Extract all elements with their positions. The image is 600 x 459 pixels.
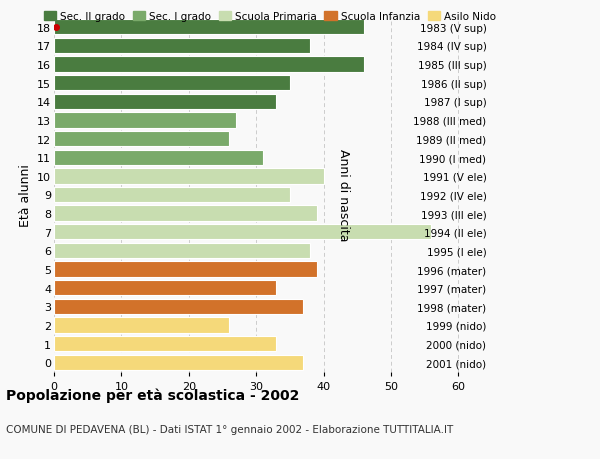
Bar bbox=[54, 262, 317, 277]
Y-axis label: Età alunni: Età alunni bbox=[19, 164, 32, 226]
Bar bbox=[54, 318, 229, 333]
Bar bbox=[54, 20, 364, 35]
Bar bbox=[54, 336, 277, 352]
Bar bbox=[54, 355, 304, 370]
Y-axis label: Anni di nascita: Anni di nascita bbox=[337, 149, 350, 241]
Bar bbox=[54, 280, 277, 296]
Bar bbox=[54, 169, 323, 184]
Bar bbox=[54, 76, 290, 91]
Bar bbox=[54, 224, 431, 240]
Bar bbox=[54, 95, 277, 110]
Bar bbox=[54, 39, 310, 54]
Legend: Sec. II grado, Sec. I grado, Scuola Primaria, Scuola Infanzia, Asilo Nido: Sec. II grado, Sec. I grado, Scuola Prim… bbox=[40, 7, 500, 26]
Bar bbox=[54, 299, 304, 314]
Bar bbox=[54, 57, 364, 73]
Bar bbox=[54, 113, 236, 129]
Bar bbox=[54, 206, 317, 221]
Bar bbox=[54, 187, 290, 203]
Bar bbox=[54, 132, 229, 147]
Text: Popolazione per età scolastica - 2002: Popolazione per età scolastica - 2002 bbox=[6, 388, 299, 403]
Bar bbox=[54, 150, 263, 166]
Bar bbox=[54, 243, 310, 258]
Text: COMUNE DI PEDAVENA (BL) - Dati ISTAT 1° gennaio 2002 - Elaborazione TUTTITALIA.I: COMUNE DI PEDAVENA (BL) - Dati ISTAT 1° … bbox=[6, 425, 453, 435]
